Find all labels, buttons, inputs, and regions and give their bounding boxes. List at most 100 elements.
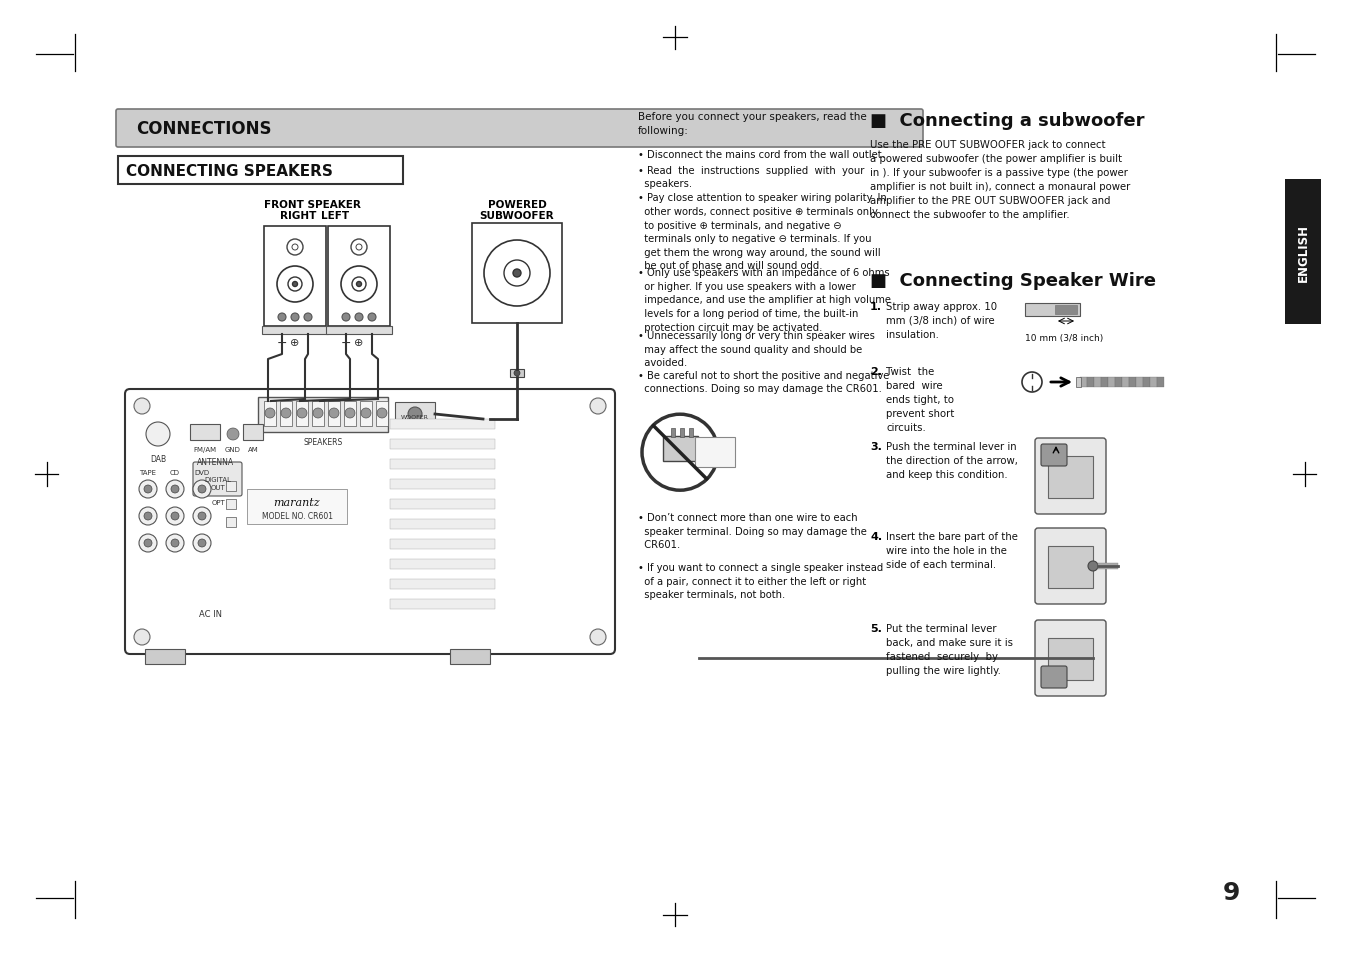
- Bar: [671, 429, 676, 437]
- Bar: [1136, 377, 1143, 388]
- Text: AM: AM: [247, 447, 258, 453]
- Circle shape: [146, 422, 170, 447]
- Text: ⊕: ⊕: [290, 337, 300, 348]
- Text: ■  Connecting Speaker Wire: ■ Connecting Speaker Wire: [870, 272, 1156, 290]
- Circle shape: [1088, 561, 1098, 572]
- Bar: [1121, 377, 1129, 388]
- Bar: [328, 401, 340, 427]
- Circle shape: [361, 409, 372, 418]
- Bar: [296, 401, 308, 427]
- Bar: [263, 227, 326, 327]
- Bar: [390, 419, 494, 430]
- Circle shape: [172, 539, 178, 547]
- Bar: [471, 224, 562, 324]
- Text: • Read  the  instructions  supplied  with  your
  speakers.: • Read the instructions supplied with yo…: [638, 166, 865, 190]
- Text: AC IN: AC IN: [199, 610, 222, 618]
- Text: −: −: [340, 336, 351, 349]
- Text: TAPE: TAPE: [139, 470, 157, 476]
- Circle shape: [297, 409, 307, 418]
- Text: Insert the bare part of the
wire into the hole in the
side of each terminal.: Insert the bare part of the wire into th…: [886, 532, 1017, 569]
- Text: 4.: 4.: [870, 532, 882, 541]
- Text: Before you connect your speakers, read the
following:: Before you connect your speakers, read t…: [638, 112, 867, 136]
- Text: • Unnecessarily long or very thin speaker wires
  may affect the sound quality a: • Unnecessarily long or very thin speake…: [638, 331, 875, 368]
- Text: DIGITAL: DIGITAL: [204, 476, 231, 482]
- Text: MODEL NO. CR601: MODEL NO. CR601: [262, 512, 332, 521]
- Bar: [394, 402, 435, 424]
- Circle shape: [367, 314, 376, 322]
- Text: Put the terminal lever
back, and make sure it is
fastened  securely  by
pulling : Put the terminal lever back, and make su…: [886, 623, 1013, 676]
- Bar: [1143, 377, 1150, 388]
- Circle shape: [408, 408, 422, 421]
- Circle shape: [199, 513, 205, 520]
- Circle shape: [166, 507, 184, 525]
- Text: 2.: 2.: [870, 367, 882, 376]
- Circle shape: [134, 398, 150, 415]
- Bar: [390, 599, 494, 609]
- Text: 3.: 3.: [870, 441, 882, 452]
- Bar: [1094, 377, 1101, 388]
- Text: ENGLISH: ENGLISH: [1297, 223, 1309, 281]
- Text: DAB: DAB: [150, 455, 166, 463]
- Circle shape: [139, 507, 157, 525]
- Circle shape: [342, 314, 350, 322]
- Bar: [263, 401, 276, 427]
- Text: • Disconnect the mains cord from the wall outlet.: • Disconnect the mains cord from the wal…: [638, 150, 885, 160]
- Bar: [130, 395, 611, 649]
- Bar: [1098, 563, 1119, 569]
- Text: • If you want to connect a single speaker instead
  of a pair, connect it to eit: • If you want to connect a single speake…: [638, 562, 884, 599]
- Bar: [390, 459, 494, 470]
- Text: 10 mm (3/8 inch): 10 mm (3/8 inch): [1025, 334, 1104, 343]
- Text: • Only use speakers with an impedance of 6 ohms
  or higher. If you use speakers: • Only use speakers with an impedance of…: [638, 268, 892, 333]
- Text: CONNECTIONS: CONNECTIONS: [136, 120, 272, 138]
- Circle shape: [345, 409, 355, 418]
- Circle shape: [485, 416, 490, 422]
- Bar: [1025, 304, 1079, 316]
- Bar: [312, 401, 324, 427]
- Text: 5.: 5.: [870, 623, 882, 634]
- Circle shape: [145, 513, 153, 520]
- Bar: [680, 429, 684, 437]
- Circle shape: [281, 409, 290, 418]
- Bar: [1079, 377, 1088, 388]
- Bar: [694, 437, 735, 468]
- Circle shape: [193, 507, 211, 525]
- Bar: [450, 649, 490, 664]
- Text: • Don’t connect more than one wire to each
  speaker terminal. Doing so may dama: • Don’t connect more than one wire to ea…: [638, 513, 867, 550]
- Circle shape: [166, 480, 184, 498]
- Bar: [190, 424, 220, 440]
- FancyBboxPatch shape: [116, 110, 923, 148]
- Bar: [1055, 306, 1077, 314]
- Bar: [390, 439, 494, 450]
- Bar: [280, 401, 292, 427]
- Text: −: −: [277, 336, 288, 349]
- Circle shape: [199, 485, 205, 494]
- Bar: [390, 519, 494, 530]
- Bar: [376, 401, 388, 427]
- FancyBboxPatch shape: [1042, 444, 1067, 467]
- Bar: [390, 499, 494, 510]
- Circle shape: [193, 480, 211, 498]
- Circle shape: [513, 371, 520, 376]
- Text: DVD: DVD: [195, 470, 209, 476]
- Bar: [1150, 377, 1156, 388]
- Text: LEFT: LEFT: [322, 211, 349, 221]
- Text: • Be careful not to short the positive and negative
  connections. Doing so may : • Be careful not to short the positive a…: [638, 370, 889, 394]
- Text: • Pay close attention to speaker wiring polarity. In
  other words, connect posi: • Pay close attention to speaker wiring …: [638, 193, 886, 271]
- Bar: [226, 481, 236, 492]
- Text: CD: CD: [170, 470, 180, 476]
- Bar: [1285, 180, 1321, 325]
- Circle shape: [166, 535, 184, 553]
- Circle shape: [134, 629, 150, 645]
- Bar: [328, 227, 390, 327]
- Bar: [1075, 377, 1081, 388]
- Bar: [1048, 456, 1093, 498]
- Bar: [262, 327, 328, 335]
- Circle shape: [304, 314, 312, 322]
- FancyBboxPatch shape: [1035, 529, 1106, 604]
- Bar: [247, 490, 347, 524]
- Text: GND: GND: [226, 447, 240, 453]
- FancyBboxPatch shape: [1042, 666, 1067, 688]
- Text: Twist  the
bared  wire
ends tight, to
prevent short
circuits.: Twist the bared wire ends tight, to prev…: [886, 367, 954, 433]
- FancyBboxPatch shape: [193, 462, 242, 497]
- Bar: [1156, 377, 1165, 388]
